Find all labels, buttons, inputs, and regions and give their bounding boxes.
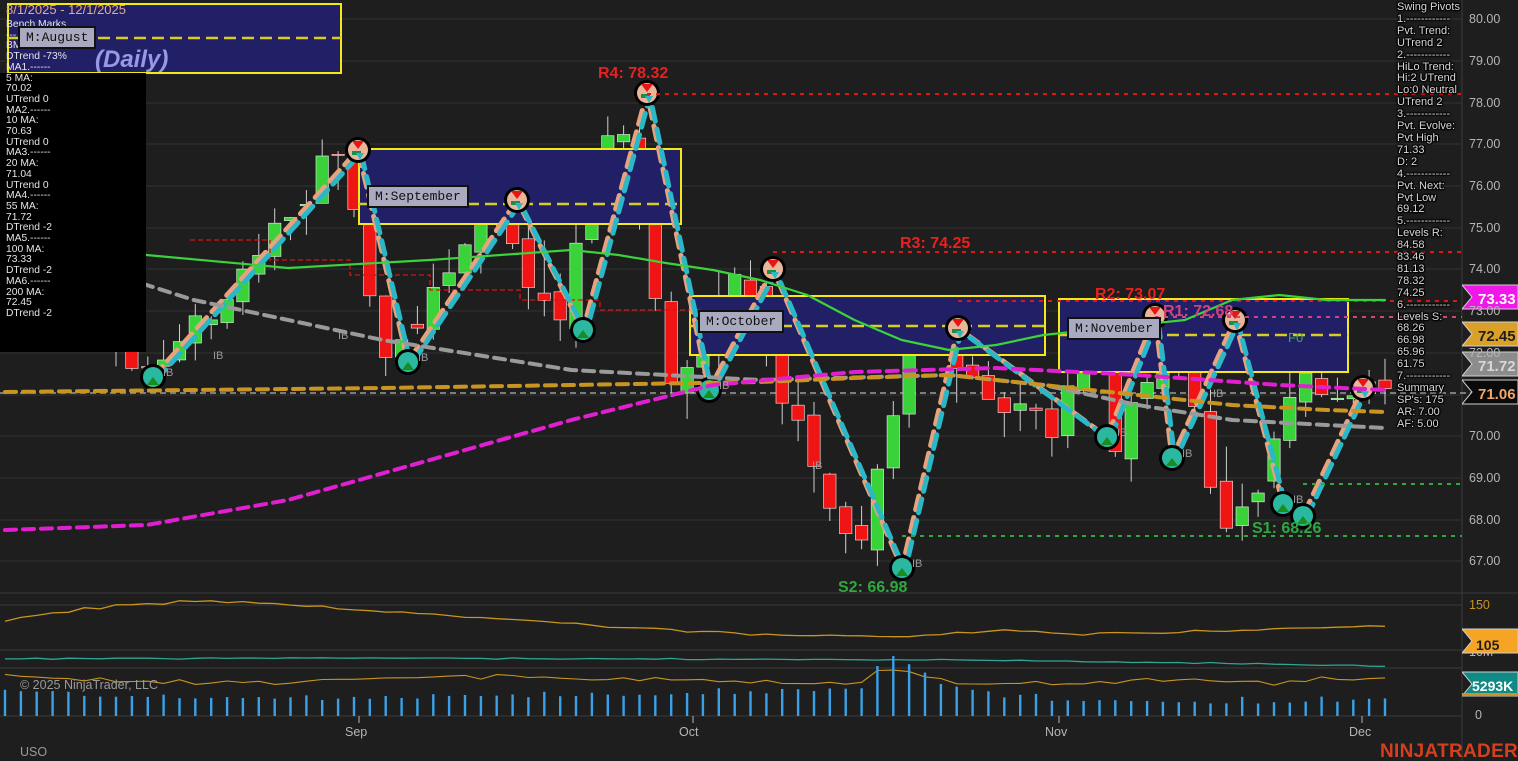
- svg-text:105: 105: [1476, 637, 1500, 653]
- svg-text:5293K: 5293K: [1472, 678, 1513, 694]
